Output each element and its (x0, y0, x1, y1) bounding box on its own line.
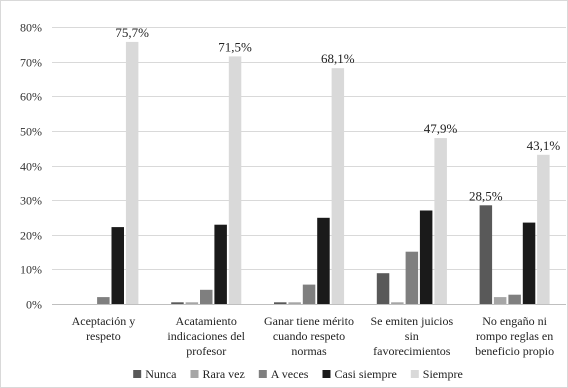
bar (508, 294, 521, 304)
y-tick-label: 80% (20, 21, 42, 35)
bar (376, 273, 390, 304)
legend-swatch (133, 370, 142, 378)
category-label: No engaño ni rompo reglas en beneficio pro… (475, 314, 554, 358)
legend-swatch (258, 370, 267, 378)
legend-swatch (410, 370, 419, 378)
y-tick-label: 30% (20, 194, 42, 208)
data-label: 47,9% (424, 121, 458, 136)
bar (185, 302, 199, 304)
bars (97, 41, 550, 305)
bar (111, 227, 124, 304)
data-label: 28,5% (469, 188, 503, 203)
bar (419, 210, 433, 304)
category-label: Aceptación y respeto (72, 314, 136, 343)
legend-item: Rara vez (190, 367, 245, 381)
legend-swatch (322, 370, 331, 378)
y-tick-label: 50% (20, 125, 42, 139)
category-label: Acatamiento indicaciones del profesor (167, 314, 245, 358)
bar (214, 224, 227, 304)
category-label: Se emiten juicios sin favorecimientos (370, 314, 453, 358)
bar (228, 56, 242, 305)
legend-label: Siempre (423, 367, 463, 381)
category-labels: Aceptación y respeto Acatamiento indicacion… (72, 314, 555, 358)
bar (125, 41, 139, 305)
bar (97, 297, 110, 304)
bar (200, 289, 213, 304)
bar (391, 302, 404, 304)
bar (171, 302, 184, 304)
legend-item: Casi siempre (322, 367, 397, 381)
y-tick-label: 10% (20, 263, 42, 277)
legend-swatch (190, 370, 199, 378)
legend-item: Nunca (133, 367, 177, 381)
y-tick-label: 70% (20, 56, 42, 70)
y-tick-label: 60% (20, 90, 42, 104)
legend: Nunca Rara vez A veces Casi siempre Siempre (133, 367, 463, 381)
bar (522, 222, 536, 304)
bar (434, 138, 447, 304)
bar (331, 68, 345, 304)
bar (317, 217, 330, 304)
bar (537, 154, 550, 304)
category-label: Ganar tiene mérito cuando respeto normas (264, 314, 354, 358)
data-label: 68,1% (321, 51, 355, 66)
legend-item: A veces (258, 367, 309, 381)
bar (288, 302, 301, 304)
y-tick-label: 0% (26, 298, 42, 312)
legend-item: Siempre (410, 367, 463, 381)
legend-label: A veces (271, 367, 309, 381)
data-label: 71,5% (218, 39, 252, 54)
legend-label: Rara vez (203, 367, 245, 381)
data-label: 43,1% (527, 138, 561, 153)
bar (302, 284, 316, 304)
y-tick-label: 40% (20, 160, 42, 174)
y-tick-label: 20% (20, 229, 42, 243)
bar (493, 297, 507, 304)
y-axis-tick-labels: 0% 10% 20% 30% 40% 50% 60% 70% 80% (20, 21, 42, 312)
legend-label: Casi siempre (335, 367, 397, 381)
bar (274, 302, 287, 304)
legend-label: Nunca (145, 367, 177, 381)
bar (479, 205, 493, 304)
bar (405, 251, 419, 304)
data-labels: 75,7% 71,5% 68,1% 47,9% 43,1% 28,5% (115, 25, 560, 203)
data-label: 75,7% (115, 25, 149, 40)
